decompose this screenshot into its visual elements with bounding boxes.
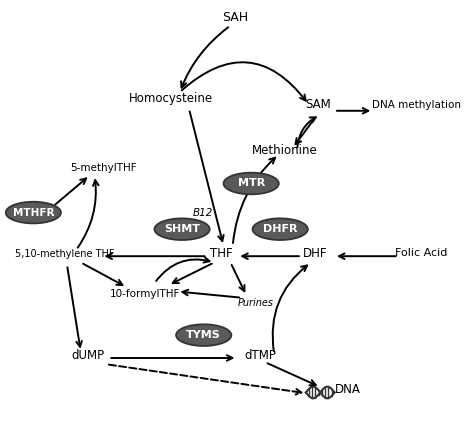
Text: dTMP: dTMP — [245, 349, 276, 362]
Text: SAM: SAM — [305, 98, 331, 111]
Text: MTHFR: MTHFR — [13, 208, 54, 218]
Text: TYMS: TYMS — [186, 330, 221, 340]
Ellipse shape — [224, 173, 279, 195]
Ellipse shape — [6, 202, 61, 224]
Text: Folic Acid: Folic Acid — [395, 248, 448, 258]
Ellipse shape — [253, 218, 308, 240]
Text: Methionine: Methionine — [252, 144, 318, 157]
Text: Purines: Purines — [238, 298, 274, 308]
Ellipse shape — [176, 324, 231, 346]
Text: SHMT: SHMT — [164, 224, 200, 234]
Ellipse shape — [155, 218, 210, 240]
Text: 5-methylTHF: 5-methylTHF — [71, 163, 137, 173]
Text: DHF: DHF — [303, 247, 328, 260]
Text: DNA methylation: DNA methylation — [373, 99, 462, 109]
Text: DHFR: DHFR — [263, 224, 297, 234]
Text: DNA: DNA — [335, 384, 361, 397]
Text: MTR: MTR — [237, 179, 265, 189]
Text: B12: B12 — [192, 208, 213, 218]
Text: Homocysteine: Homocysteine — [128, 92, 213, 105]
Text: SAH: SAH — [222, 11, 248, 24]
Text: 5,10-methylene THF: 5,10-methylene THF — [15, 249, 114, 259]
Text: 10-formylTHF: 10-formylTHF — [110, 288, 181, 298]
Text: THF: THF — [210, 247, 233, 260]
Text: dUMP: dUMP — [71, 349, 104, 362]
